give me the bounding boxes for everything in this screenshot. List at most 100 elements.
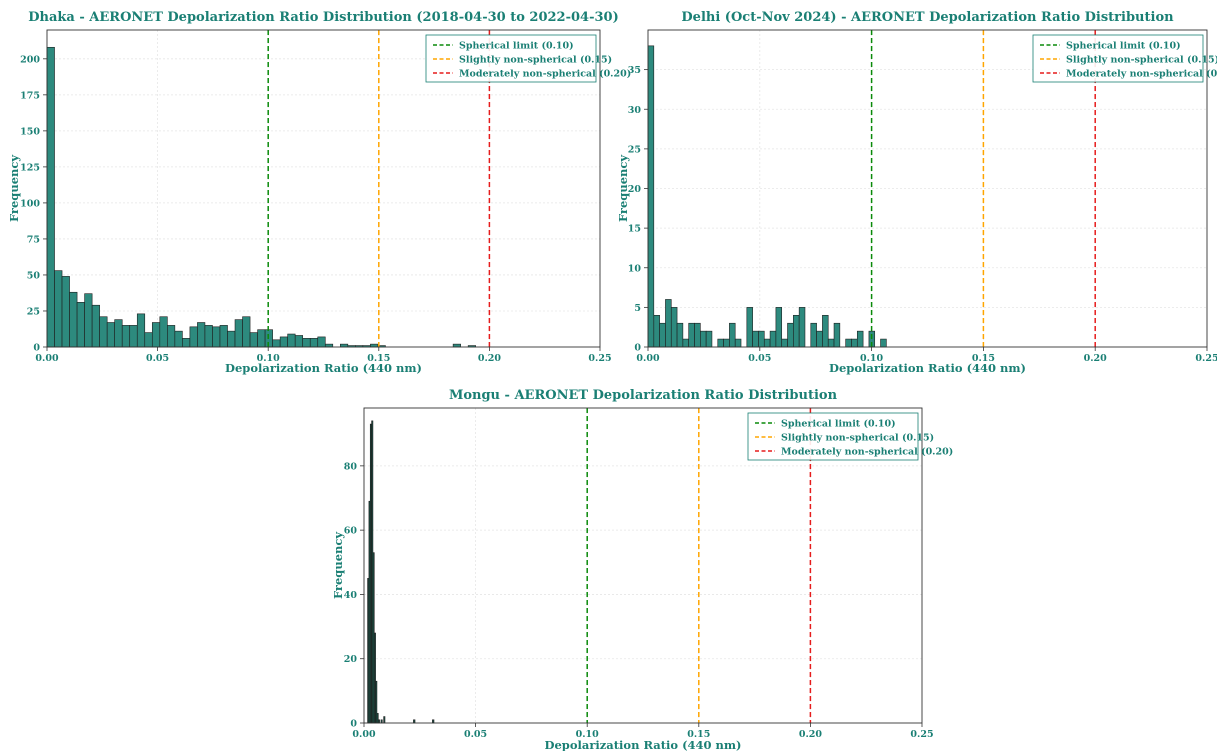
histogram-bar — [106, 322, 115, 348]
histogram-bar — [380, 719, 383, 724]
y-tick-label: 20 — [344, 654, 358, 665]
x-tick-label: 0.10 — [257, 353, 281, 364]
histogram-bar — [659, 322, 666, 348]
y-tick-label: 40 — [344, 590, 358, 601]
histogram-bar — [219, 325, 228, 348]
y-tick-label: 150 — [20, 126, 40, 137]
y-tick-label: 35 — [628, 65, 641, 76]
x-tick-label: 0.00 — [636, 353, 660, 364]
x-tick-label: 0.10 — [860, 353, 884, 364]
histogram-bar — [249, 332, 258, 348]
histogram-bar — [294, 335, 304, 348]
histogram-bar — [676, 322, 684, 348]
histogram-bar — [84, 293, 93, 348]
histogram-bar — [781, 338, 788, 348]
histogram-bar — [705, 330, 713, 348]
legend-label: Moderately non-spherical (0.20) — [459, 69, 631, 80]
x-tick-label: 0.20 — [1084, 353, 1108, 364]
histogram-bar — [227, 330, 236, 348]
histogram-bar — [204, 325, 213, 348]
histogram-bar — [91, 304, 100, 348]
y-tick-label: 200 — [20, 54, 40, 65]
legend-label: Slightly non-spherical (0.15) — [459, 55, 612, 66]
x-tick-label: 0.25 — [910, 729, 933, 740]
histogram-bar — [197, 322, 206, 348]
chart-title: Dhaka - AERONET Depolarization Ratio Dis… — [28, 10, 618, 25]
chart-title: Delhi (Oct-Nov 2024) - AERONET Depolariz… — [681, 10, 1174, 25]
histogram-bar — [752, 330, 759, 348]
x-axis-label: Depolarization Ratio (440 nm) — [225, 361, 422, 375]
histogram-bar — [234, 319, 243, 348]
histogram-bar — [746, 307, 753, 348]
y-tick-label: 50 — [27, 270, 41, 281]
histogram-bar — [46, 46, 55, 348]
x-axis-label: Depolarization Ratio (440 nm) — [829, 361, 1026, 375]
histogram-bar — [129, 325, 138, 348]
histogram-bar — [798, 307, 806, 348]
histogram-bar — [827, 338, 835, 348]
histogram-bar — [144, 332, 153, 348]
histogram-bar — [763, 338, 771, 348]
y-tick-label: 25 — [628, 144, 641, 155]
histogram-bar — [302, 338, 311, 348]
x-axis-label: Depolarization Ratio (440 nm) — [545, 738, 742, 751]
histogram-bar — [856, 330, 864, 348]
histogram-bar — [272, 339, 281, 348]
chart-panel-3: 0.00 0.05 0.10 0.15 0.20 0.25 0 20 40 60 80 Mongu -… — [331, 388, 953, 751]
x-tick-label: 0.20 — [478, 353, 502, 364]
histogram-bar — [76, 302, 85, 348]
histogram-bar — [787, 322, 794, 348]
histogram-bar — [383, 716, 386, 724]
y-tick-label: 0 — [634, 343, 641, 354]
histogram-bar — [287, 333, 296, 348]
x-tick-label: 0.15 — [972, 353, 995, 364]
histogram-bar — [151, 322, 161, 348]
legend: Spherical limit (0.10) Slightly non-spher… — [747, 412, 953, 461]
histogram-bar — [653, 314, 660, 348]
y-tick-label: 125 — [20, 162, 40, 173]
y-tick-label: 15 — [628, 224, 641, 235]
x-tick-label: 0.25 — [588, 353, 611, 364]
histogram-bar — [242, 316, 251, 348]
histogram-bar — [189, 326, 198, 348]
x-tick-label: 0.00 — [352, 729, 376, 740]
y-axis-label: Frequency — [616, 155, 630, 222]
x-tick-label: 0.05 — [146, 353, 169, 364]
histogram-bar — [61, 276, 70, 348]
histogram-bar — [377, 719, 380, 724]
histogram-bar — [212, 326, 221, 348]
legend-label: Slightly non-spherical (0.15) — [1066, 55, 1217, 66]
legend-box — [1032, 34, 1204, 83]
legend-box — [747, 412, 919, 461]
histogram-bar — [734, 338, 742, 348]
legend: Spherical limit (0.10) Slightly non-spher… — [1032, 34, 1217, 83]
histogram-bar — [670, 307, 678, 348]
histogram-bar — [136, 313, 146, 348]
histogram-bar — [845, 338, 852, 348]
y-tick-label: 30 — [628, 105, 642, 116]
y-tick-label: 0 — [33, 343, 40, 354]
histogram-bar — [257, 329, 266, 348]
histogram-bar — [793, 314, 800, 348]
histogram-bar — [159, 316, 168, 348]
histogram-bar — [880, 338, 887, 348]
histogram-bar — [121, 325, 131, 348]
y-axis-label: Frequency — [331, 532, 345, 599]
plot-frame — [46, 29, 601, 348]
histogram-bar — [723, 338, 730, 348]
y-tick-label: 0 — [350, 719, 357, 730]
legend-label: Moderately non-spherical (0.20) — [1066, 69, 1217, 80]
histogram-bar — [688, 322, 695, 348]
y-tick-label: 10 — [628, 263, 642, 274]
histogram-bar — [309, 338, 319, 348]
histogram-bar — [317, 336, 326, 348]
histogram-bar — [822, 314, 829, 348]
histogram-bar — [729, 322, 736, 348]
legend-label: Moderately non-spherical (0.20) — [781, 447, 953, 458]
x-tick-label: 0.10 — [576, 729, 600, 740]
x-tick-label: 0.15 — [687, 729, 710, 740]
x-tick-label: 0.25 — [1195, 353, 1217, 364]
histogram-bar — [717, 338, 724, 348]
histogram-bar — [833, 322, 841, 348]
